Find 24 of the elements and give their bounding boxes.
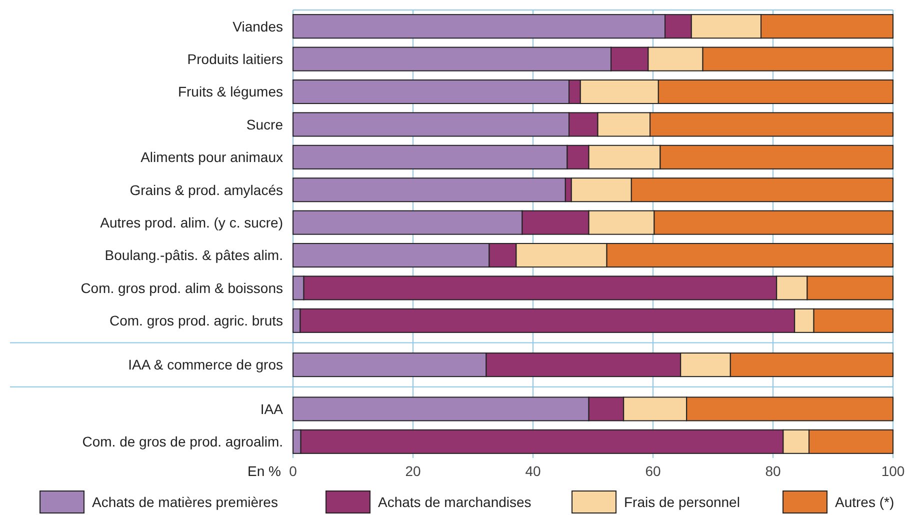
x-tick-label: 40: [525, 463, 541, 479]
y-tick-label: Com. gros prod. alim & boissons: [80, 280, 283, 296]
y-tick-label: Com. gros prod. agric. bruts: [109, 312, 283, 329]
x-tick-label: 20: [405, 463, 421, 479]
y-tick-label: IAA & commerce de gros: [128, 356, 283, 373]
y-tick-label: Autres prod. alim. (y c. sucre): [100, 214, 283, 230]
x-tick-label: 0: [289, 463, 298, 479]
y-tick-label: Aliments pour animaux: [140, 149, 283, 166]
legend-label: Frais de personnel: [624, 494, 740, 510]
legend-label: Autres (*): [835, 494, 894, 510]
x-tick-label: 100: [881, 463, 905, 479]
y-tick-label: Fruits & légumes: [178, 84, 283, 100]
y-tick-label: Grains & prod. amylacés: [130, 182, 283, 198]
x-axis-title: En %: [248, 463, 281, 479]
y-tick-label: Viandes: [232, 18, 283, 34]
x-tick-label: 60: [645, 463, 661, 479]
y-tick-label: Sucre: [246, 116, 284, 132]
y-tick-label: Boulang.-pâtis. & pâtes alim.: [104, 247, 283, 264]
x-tick-label: 80: [765, 463, 781, 479]
y-tick-label: IAA: [260, 400, 284, 417]
legend-label: Achats de matières premières: [92, 494, 278, 510]
y-tick-label: Produits laitiers: [187, 50, 283, 67]
legend-label: Achats de marchandises: [378, 494, 532, 510]
y-tick-label: Com. de gros de prod. agroalim.: [82, 434, 283, 450]
